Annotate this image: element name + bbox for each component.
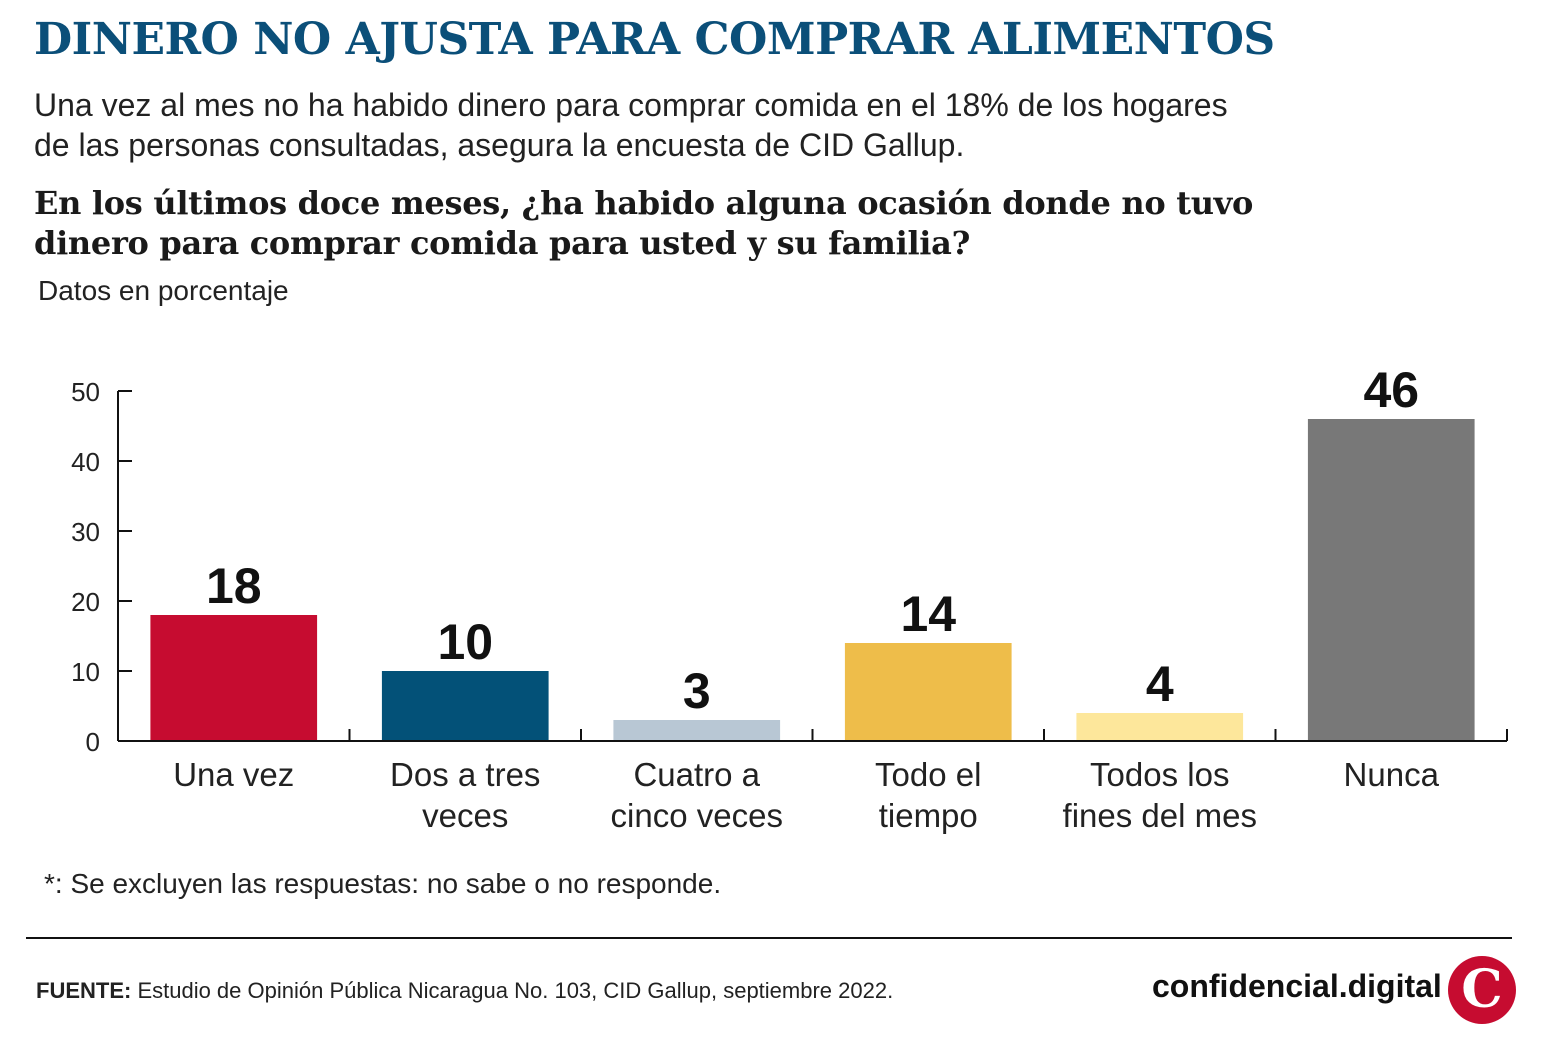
footnote: *: Se excluyen las respuestas: no sabe o…	[44, 868, 722, 899]
bar	[1307, 419, 1475, 741]
source-line: FUENTE: Estudio de Opinión Pública Nicar…	[36, 978, 893, 1004]
bar	[1076, 713, 1244, 741]
survey-question: En los últimos doce meses, ¿ha habido al…	[34, 184, 1253, 262]
bar	[381, 671, 549, 741]
category-label: Dos a tres	[390, 756, 540, 793]
bar	[613, 720, 781, 741]
category-label: Cuatro a	[633, 756, 760, 793]
category-label: tiempo	[879, 797, 978, 834]
category-label: veces	[422, 797, 508, 834]
bar	[844, 643, 1012, 741]
category-label: Una vez	[173, 756, 294, 793]
footer-divider	[26, 937, 1512, 939]
bar	[150, 615, 318, 741]
chart-subtitle: Una vez al mes no ha habido dinero para …	[34, 87, 1228, 163]
category-label: Nunca	[1344, 756, 1440, 793]
y-tick-label: 20	[71, 587, 100, 617]
source-label: FUENTE:	[36, 978, 132, 1003]
logo-letter: C	[1461, 959, 1502, 1020]
chart-title: DINERO NO AJUSTA PARA COMPRAR ALIMENTOS	[34, 14, 1275, 65]
y-tick-label: 40	[71, 447, 100, 477]
data-label: 18	[206, 558, 262, 614]
y-tick-label: 10	[71, 657, 100, 687]
data-label: 3	[683, 663, 711, 719]
units-label: Datos en porcentaje	[38, 275, 289, 306]
bar-chart: 0 10 20 30 40 50 18 Una vez 10 Dos a tres veces 3 Cu…	[71, 362, 1508, 834]
y-tick-label: 30	[71, 517, 100, 547]
category-label: fines del mes	[1063, 797, 1257, 834]
brand-logo-icon: C	[1448, 956, 1516, 1024]
category-label: Todo el	[875, 756, 981, 793]
brand-name: confidencial.digital	[1152, 968, 1442, 1004]
category-label: cinco veces	[611, 797, 783, 834]
source-text: Estudio de Opinión Pública Nicaragua No.…	[131, 978, 894, 1003]
data-label: 46	[1363, 362, 1419, 418]
category-label: Todos los	[1090, 756, 1229, 793]
data-label: 4	[1146, 656, 1174, 712]
data-label: 14	[900, 586, 956, 642]
data-label: 10	[437, 614, 493, 670]
y-tick-label: 0	[86, 727, 100, 757]
y-tick-label: 50	[71, 377, 100, 407]
logo-circle	[1448, 956, 1516, 1024]
